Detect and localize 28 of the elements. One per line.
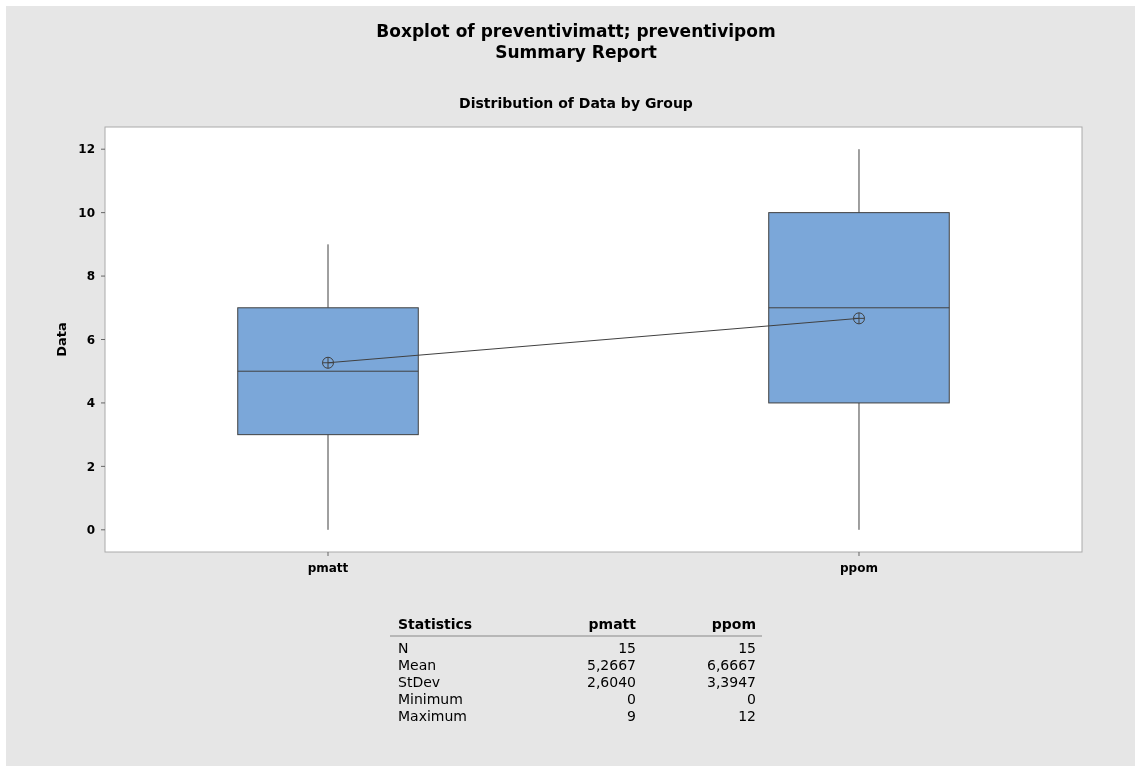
text: 9 (627, 708, 636, 724)
y-tick-label: 6 (86, 332, 95, 347)
text: Minimum (398, 691, 463, 707)
text: Summary Report Distribution of Data by Group (459, 42, 693, 111)
y-tick-label: 8 (86, 269, 95, 284)
text: 15 (618, 640, 636, 656)
text: Mean (398, 657, 437, 673)
chart-title: Boxplot of preventivimatt; preventivipom (376, 21, 776, 41)
text: Statistics (398, 616, 473, 632)
y-axis-title: Data (54, 322, 69, 357)
text: 0 (747, 691, 756, 707)
y-tick-label: 0 (86, 523, 95, 537)
text: ppom (711, 616, 756, 632)
text: 5,2667 (587, 657, 636, 673)
text: 6,6667 (707, 657, 756, 673)
text: 2,6040 (587, 674, 636, 690)
text: 15 (738, 640, 756, 656)
text: 3,3947 (707, 674, 756, 690)
text: StDev (398, 674, 441, 690)
text: N (398, 640, 409, 656)
y-tick-label: 4 (86, 396, 95, 411)
text: 0 (627, 691, 636, 707)
text: pmatt (588, 616, 637, 632)
y-tick-label: 12 (78, 142, 95, 157)
text: 12 (738, 708, 756, 724)
y-tick-label: 10 (78, 205, 95, 220)
y-tick-label: 2 (86, 459, 95, 474)
text: Maximum (398, 708, 467, 724)
